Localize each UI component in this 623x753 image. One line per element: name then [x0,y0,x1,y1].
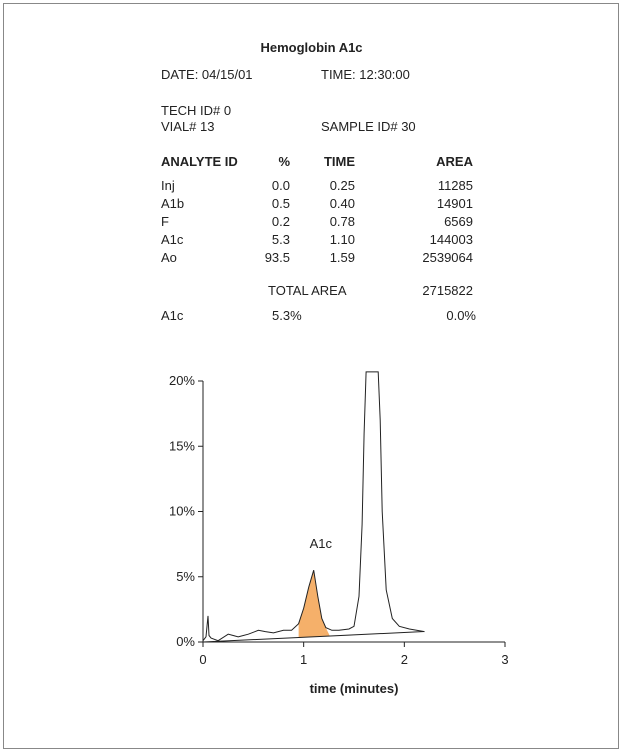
row-time: 1.59 [329,250,355,265]
row-analyte: Inj [161,178,175,193]
row-percent: 5.3 [271,232,290,247]
date-field: DATE: 04/15/01 [161,67,253,82]
row-percent: 93.5 [264,250,290,265]
x-tick-label: 0 [199,652,206,667]
report-frame [3,3,619,749]
chart-baseline [202,631,425,643]
row-area: 11285 [437,178,473,193]
tech-id-field: TECH ID# 0 [161,103,232,118]
sample-id-field: SAMPLE ID# 30 [321,119,416,134]
row-time: 0.25 [329,178,355,193]
y-tick-label: 20% [169,373,195,388]
report-title: Hemoglobin A1c [260,40,363,55]
row-analyte: F [161,214,169,229]
summary-percent: 5.3% [272,308,302,323]
total-area-value: 2715822 [422,283,473,298]
row-area: 144003 [429,232,473,247]
row-percent: 0.0 [271,178,290,193]
col-header-percent: % [278,154,290,169]
row-time: 1.10 [329,232,355,247]
total-area-label: TOTAL AREA [268,283,347,298]
x-tick-label: 1 [300,652,307,667]
a1c-peak-fill [298,570,330,638]
row-percent: 0.5 [271,196,290,211]
y-tick-label: 5% [176,569,195,584]
a1c-peak-label: A1c [310,536,333,551]
x-tick-label: 3 [501,652,508,667]
row-analyte: Ao [161,250,177,265]
row-area: 6569 [444,214,473,229]
y-tick-label: 15% [169,438,195,453]
summary-label: A1c [161,308,184,323]
y-tick-label: 0% [176,634,195,649]
x-axis-label: time (minutes) [310,681,399,696]
y-tick-label: 10% [169,504,195,519]
row-area: 2539064 [422,250,473,265]
col-header-area: AREA [436,154,473,169]
row-time: 0.40 [329,196,355,211]
row-area: 14901 [436,196,473,211]
row-percent: 0.2 [271,214,290,229]
row-analyte: A1c [161,232,184,247]
summary-value: 0.0% [446,308,476,323]
chromatogram-trace [202,371,425,642]
row-analyte: A1b [161,196,185,211]
row-time: 0.78 [329,214,355,229]
vial-field: VIAL# 13 [161,119,215,134]
x-tick-label: 2 [401,652,408,667]
time-field: TIME: 12:30:00 [321,67,410,82]
col-header-time: TIME [323,154,355,169]
col-header-analyte: ANALYTE ID [161,154,238,169]
